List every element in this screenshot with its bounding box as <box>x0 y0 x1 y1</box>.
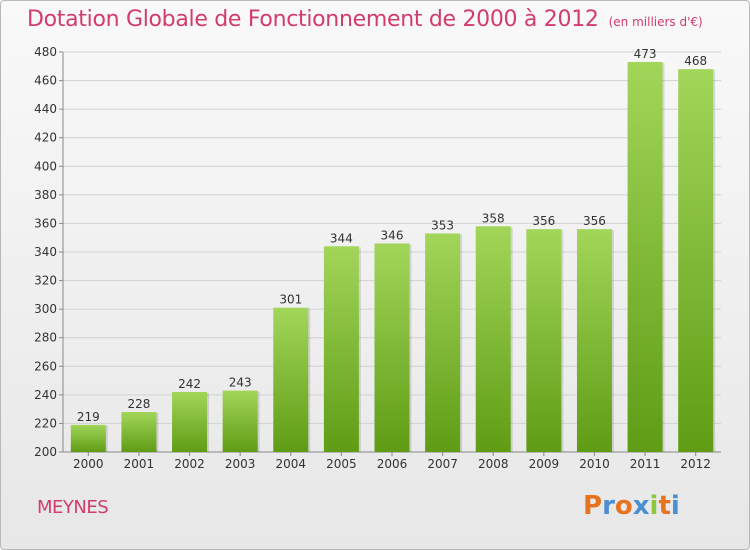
data-label: 301 <box>279 293 302 307</box>
proxiti-logo: Proxiti <box>583 491 680 521</box>
bar-2007 <box>425 233 461 452</box>
y-tick-label: 200 <box>34 445 57 459</box>
logo-letter: P <box>583 491 603 521</box>
y-tick-label: 280 <box>34 331 57 345</box>
x-tick-label: 2010 <box>579 457 610 471</box>
bar-2011 <box>627 62 663 452</box>
y-tick-label: 460 <box>34 74 57 88</box>
y-tick-label: 420 <box>34 131 57 145</box>
y-tick-label: 300 <box>34 302 57 316</box>
data-label: 346 <box>381 228 404 242</box>
logo-letter: x <box>632 491 650 521</box>
x-tick-label: 2008 <box>478 457 509 471</box>
y-tick-label: 240 <box>34 388 57 402</box>
logo-letter: o <box>614 491 633 521</box>
bar-2012 <box>678 69 714 453</box>
bar-2000 <box>70 424 106 452</box>
data-label: 344 <box>330 231 353 245</box>
bar-layer <box>70 62 716 453</box>
bar-2010 <box>576 229 612 452</box>
chart-title: Dotation Globale de Fonctionnement de 20… <box>27 7 599 32</box>
logo-letter: i <box>649 491 659 521</box>
y-tick-label: 360 <box>34 216 57 230</box>
bar-2004 <box>273 307 309 452</box>
logo-letter: i <box>670 491 680 521</box>
data-label: 243 <box>229 376 252 390</box>
data-label: 356 <box>583 214 606 228</box>
x-tick-label: 2001 <box>124 457 155 471</box>
x-tick-label: 2006 <box>377 457 408 471</box>
y-tick-label: 340 <box>34 245 57 259</box>
x-tick-label: 2012 <box>680 457 711 471</box>
x-tick-label: 2005 <box>326 457 357 471</box>
y-tick-label: 400 <box>34 159 57 173</box>
data-label: 353 <box>431 218 454 232</box>
x-tick-label: 2007 <box>427 457 458 471</box>
bar-2005 <box>323 246 359 452</box>
data-label: 242 <box>178 377 201 391</box>
y-tick-label: 260 <box>34 359 57 373</box>
x-tick-label: 2000 <box>73 457 104 471</box>
bar-2008 <box>475 226 511 452</box>
y-tick-label: 480 <box>34 45 57 59</box>
data-label: 228 <box>127 397 150 411</box>
y-tick-label: 320 <box>34 274 57 288</box>
x-tick-label: 2009 <box>529 457 560 471</box>
bar-2001 <box>121 412 157 452</box>
data-label: 358 <box>482 211 505 225</box>
x-tick-label: 2004 <box>275 457 306 471</box>
bar-2002 <box>172 392 208 452</box>
logo-letter: t <box>658 491 671 521</box>
bar-2006 <box>374 243 410 452</box>
bar-2003 <box>222 390 258 452</box>
y-tick-label: 440 <box>34 102 57 116</box>
title-row: Dotation Globale de Fonctionnement de 20… <box>27 7 703 32</box>
x-tick-label: 2011 <box>630 457 661 471</box>
bar-2009 <box>526 229 562 452</box>
data-label: 473 <box>634 47 657 61</box>
data-label: 356 <box>532 214 555 228</box>
y-tick-label: 380 <box>34 188 57 202</box>
y-tick-label: 220 <box>34 416 57 430</box>
axis-layer: 200 220 240 260 280 300 320 340 360 380 400 420 440 4… <box>34 45 721 471</box>
label-layer: 219 228 242 243 301 344 346 353 358 356 356 473 468 <box>77 47 707 424</box>
logo-letter: r <box>602 491 615 521</box>
chart-subtitle: (en milliers d'€) <box>608 15 703 29</box>
data-label: 468 <box>684 54 707 68</box>
x-tick-label: 2002 <box>174 457 205 471</box>
data-label: 219 <box>77 410 100 424</box>
x-tick-label: 2003 <box>225 457 256 471</box>
commune-label: MEYNES <box>37 497 109 518</box>
